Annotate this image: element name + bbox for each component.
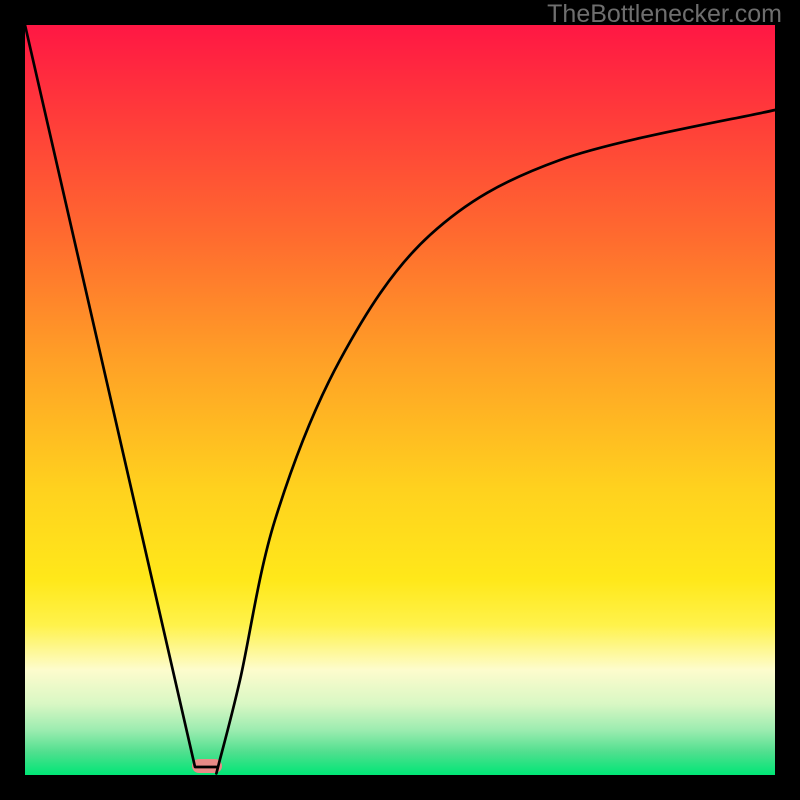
plot-background <box>25 25 775 775</box>
watermark-text: TheBottlenecker.com <box>547 0 782 29</box>
border-bottom <box>0 775 800 800</box>
bottleneck-chart <box>0 0 800 800</box>
border-right <box>775 0 800 800</box>
border-left <box>0 0 25 800</box>
